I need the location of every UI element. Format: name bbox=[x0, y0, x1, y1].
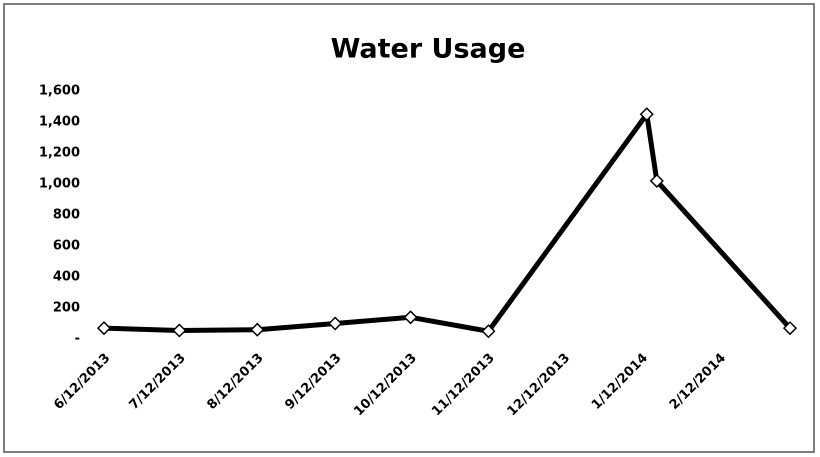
y-tick-label: 200 bbox=[53, 301, 80, 316]
marker bbox=[96, 321, 112, 336]
marker bbox=[782, 321, 798, 336]
marker bbox=[172, 323, 187, 338]
chart-title: Water Usage bbox=[331, 34, 526, 65]
y-tick-label: 1,400 bbox=[39, 115, 80, 130]
y-tick-label: 1,600 bbox=[39, 84, 80, 99]
y-tick-label: - bbox=[75, 332, 80, 347]
y-tick-label: 800 bbox=[53, 208, 80, 223]
marker bbox=[639, 107, 654, 122]
marker bbox=[481, 324, 496, 339]
marker bbox=[649, 173, 664, 188]
marker bbox=[328, 316, 343, 331]
marker bbox=[250, 322, 265, 337]
y-tick-label: 400 bbox=[53, 270, 80, 285]
y-tick-label: 1,200 bbox=[39, 146, 80, 161]
y-tick-label: 1,000 bbox=[39, 177, 80, 192]
marker bbox=[403, 310, 418, 325]
chart-border bbox=[3, 3, 815, 453]
y-tick-label: 600 bbox=[53, 239, 80, 254]
